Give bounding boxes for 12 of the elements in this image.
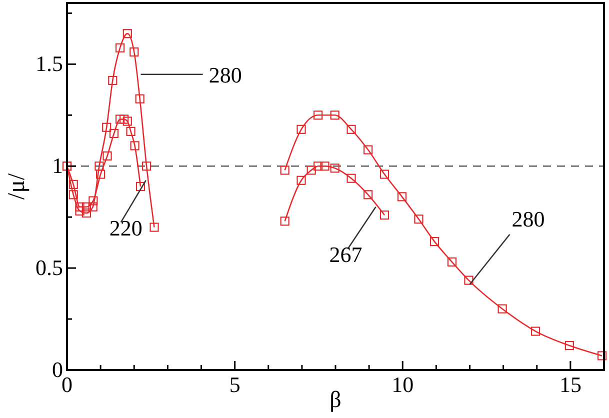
annotation: 267 xyxy=(329,242,362,267)
annotation: 280 xyxy=(208,62,242,88)
x-tick-label: 5 xyxy=(229,372,240,397)
y-axis-title: /μ/ xyxy=(4,173,30,200)
y-tick-label: 1 xyxy=(52,153,63,178)
annotation: 280 xyxy=(512,206,545,232)
y-tick-label: 1.5 xyxy=(36,51,63,76)
y-tick-label: 0.5 xyxy=(36,255,63,280)
x-tick-label: 10 xyxy=(392,372,414,397)
annotation: 220 xyxy=(109,215,142,240)
x-axis-title: β xyxy=(330,387,342,412)
x-tick-label: 15 xyxy=(559,372,582,397)
